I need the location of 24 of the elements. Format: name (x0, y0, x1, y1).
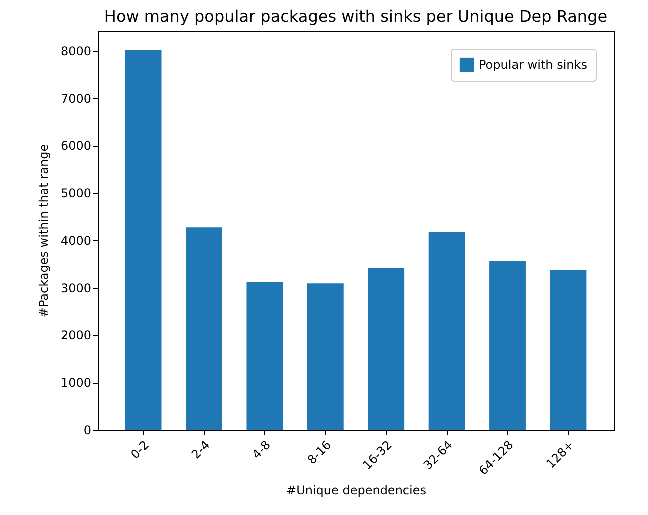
y-tick-label: 6000 (60, 139, 92, 154)
y-tick-label: 5000 (60, 186, 92, 201)
y-tick-label: 8000 (60, 44, 92, 58)
bar (550, 270, 587, 430)
bar (490, 261, 526, 430)
y-tick-label: 2000 (60, 328, 92, 343)
y-axis-title: #Packages within that range (36, 144, 51, 318)
bar (125, 50, 162, 430)
x-tick-label: 2-4 (188, 438, 213, 462)
bar (428, 232, 466, 430)
y-tick-label: 7000 (60, 92, 92, 106)
bar (307, 284, 344, 430)
x-tick-label: 4-8 (250, 438, 274, 462)
bar (368, 268, 405, 430)
legend-label: Popular with sinks (479, 58, 588, 72)
y-tick-label: 4000 (60, 234, 92, 248)
bar (186, 228, 222, 430)
y-tick-label: 1000 (60, 376, 92, 390)
chart-title: How many popular packages with sinks per Unique Dep Range (104, 7, 608, 26)
x-axis-title: #Unique dependencies (286, 483, 426, 498)
y-tick-label: 3000 (60, 281, 92, 296)
bar (246, 282, 284, 430)
x-tick-label: 0-2 (128, 438, 152, 462)
y-tick-label: 0 (84, 424, 92, 438)
